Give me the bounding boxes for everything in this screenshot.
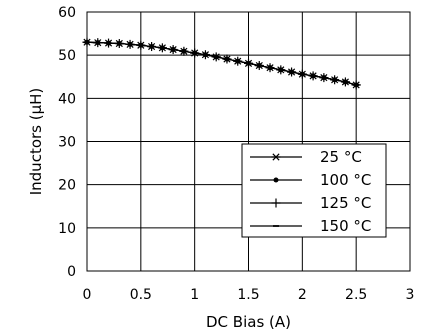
legend-label: 150 °C — [320, 217, 371, 235]
x-tick-label: 1 — [190, 287, 199, 303]
x-axis-title: DC Bias (A) — [206, 313, 291, 331]
x-tick-label: 0 — [83, 287, 92, 303]
legend-box — [241, 143, 387, 238]
y-tick-label: 50 — [58, 48, 76, 64]
legend-marker — [271, 153, 281, 161]
series-3 — [84, 41, 360, 86]
y-tick-label: 0 — [67, 264, 76, 280]
legend-item: 150 °C — [250, 217, 371, 235]
x-tick-label: 0.5 — [130, 287, 152, 303]
x-tick-labels: 0 0.5 1 1.5 2 2.5 3 — [83, 287, 415, 303]
legend-item: 100 °C — [250, 171, 371, 189]
y-tick-labels: 0 10 20 30 40 50 60 — [58, 5, 76, 280]
legend-item: 125 °C — [250, 194, 371, 212]
x-tick-label: 1.5 — [237, 287, 259, 303]
y-tick-label: 60 — [58, 5, 76, 21]
y-axis-title: Inductors (µH) — [27, 88, 45, 196]
legend-label: 100 °C — [320, 171, 371, 189]
series-0 — [82, 38, 361, 89]
y-tick-label: 10 — [58, 221, 76, 237]
series-layer — [82, 37, 361, 90]
y-tick-label: 30 — [58, 135, 76, 151]
legend-label: 25 °C — [320, 148, 362, 166]
y-tick-label: 20 — [58, 178, 76, 194]
legend-marker — [273, 177, 279, 183]
legend: 25 °C 100 °C 125 °C 150 °C — [241, 143, 387, 238]
series-1 — [84, 39, 359, 88]
series-2 — [82, 37, 361, 90]
plot-frame — [86, 11, 411, 272]
x-tick-label: 2 — [298, 287, 307, 303]
legend-item: 25 °C — [250, 148, 362, 166]
y-tick-label: 40 — [58, 91, 76, 107]
x-tick-label: 2.5 — [345, 287, 367, 303]
legend-label: 125 °C — [320, 194, 371, 212]
x-tick-label: 3 — [406, 287, 415, 303]
legend-marker — [271, 198, 281, 208]
